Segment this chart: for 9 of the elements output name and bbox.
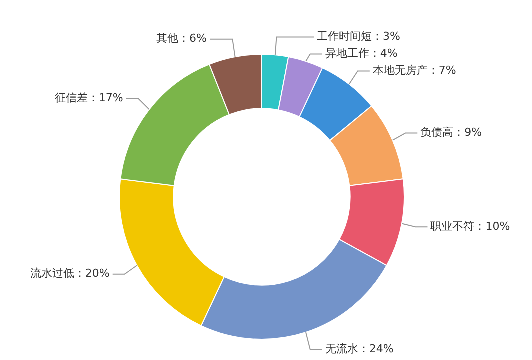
slice-label: 其他：6% (156, 32, 207, 46)
slice-label: 职业不符：10% (430, 220, 510, 233)
slice-label: 无流水：24% (325, 342, 394, 356)
slice-label: 异地工作：4% (325, 47, 398, 60)
slice-label: 本地无房产：7% (372, 64, 456, 78)
slice-label: 征信差：17% (54, 91, 124, 104)
slice-label: 流水过低：20% (30, 267, 110, 280)
slice-label: 负债高：9% (420, 126, 482, 140)
slice-label: 工作时间短：3% (317, 30, 400, 44)
